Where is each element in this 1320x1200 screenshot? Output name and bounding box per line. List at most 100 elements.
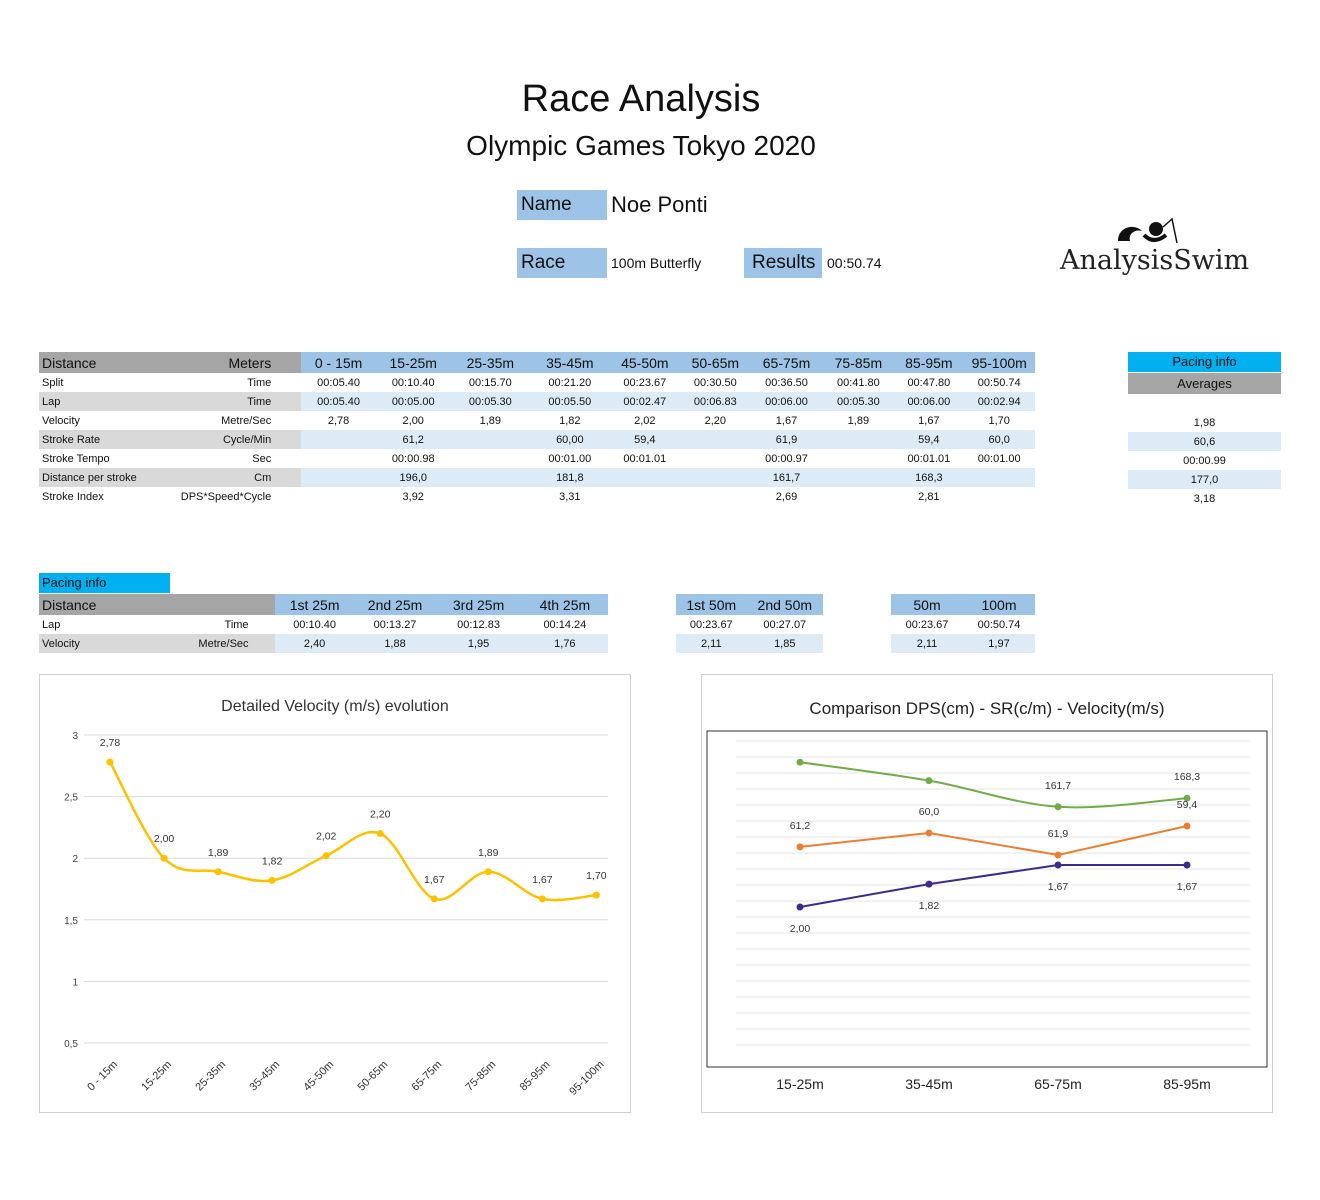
data-point: [1054, 803, 1062, 811]
data-point: [925, 880, 933, 888]
data-point: [376, 830, 384, 838]
pacing-cell: 00:27.07: [763, 618, 807, 631]
pacing-column-header: 1st 25m: [274, 594, 355, 615]
table-cell: 1,82: [559, 414, 581, 427]
table-cell: 00:00.97: [765, 452, 808, 465]
pacing-header-row: Distance 1st 25m 2nd 25m 3rd 25m 4th 25m: [39, 594, 608, 615]
table-cell: 00:06.00: [750, 392, 823, 411]
data-point: [796, 903, 804, 911]
averages-row: 1,98: [1128, 413, 1281, 432]
name-label: Name: [517, 190, 607, 220]
pacing-cell: 1,88: [354, 634, 436, 653]
table-cell: 59,4: [894, 430, 964, 449]
table-cell: [680, 430, 751, 449]
pacing-column-header: Distance: [39, 594, 165, 615]
data-label: 61,9: [1048, 828, 1069, 840]
table-header-row: Distance Meters 0 - 15m 15-25m 25-35m 35-45m 4…: [39, 352, 1035, 373]
table-cell: 2,81: [918, 490, 940, 503]
x-tick-label: 95-100m: [567, 1059, 606, 1098]
pacing-cell: 00:12.83: [457, 618, 500, 631]
column-header: 75-85m: [822, 352, 895, 373]
table-cell: 1,70: [988, 414, 1010, 427]
data-point: [796, 758, 804, 766]
table-cell: [450, 468, 531, 487]
chart-title: Comparison DPS(cm) - SR(c/m) - Velocity(…: [809, 699, 1164, 718]
column-header: 85-95m: [894, 352, 964, 373]
table-cell: Lap: [39, 392, 165, 411]
data-point: [1183, 794, 1191, 802]
table-cell: [680, 449, 750, 468]
table-cell: 00:01.01: [623, 452, 667, 465]
data-label: 1,70: [586, 870, 607, 882]
table-cell: 00:01.00: [548, 452, 592, 465]
table-row: Velocity Metre/Sec 2,78 2,00 1,89 1,82 2,02 2,2…: [39, 411, 1035, 430]
table-cell: 1,67: [775, 414, 798, 427]
averages-cell: 177,0: [1128, 470, 1281, 489]
data-point: [106, 758, 114, 766]
column-header: 15-25m: [375, 352, 451, 373]
table-cell: 00:00.98: [391, 452, 435, 465]
column-header: 0 - 15m: [301, 352, 376, 373]
column-header: 35-45m: [530, 352, 610, 373]
data-point: [430, 895, 438, 903]
data-label: 1,82: [262, 855, 283, 867]
table-cell: 1,89: [847, 414, 870, 427]
table-cell: 59,4: [609, 430, 681, 449]
table-row: Stroke Tempo Sec 00:00.98 00:01.00 00:01.01 0…: [39, 449, 1035, 468]
data-label: 61,2: [790, 820, 811, 832]
pacing-title: Pacing info: [39, 573, 170, 593]
table-cell: 61,2: [375, 430, 451, 449]
table-cell: 1,67: [918, 414, 940, 427]
table-cell: 00:10.40: [391, 376, 435, 389]
table-cell: [963, 487, 1035, 506]
pacing-column-header: 3rd 25m: [435, 594, 522, 615]
pacing-cell: 00:50.74: [977, 618, 1021, 631]
x-tick-label: 0 - 15m: [85, 1059, 120, 1094]
table-cell: 2,02: [634, 414, 656, 427]
y-tick-label: 2: [72, 854, 78, 865]
data-label: 2,00: [790, 923, 811, 935]
averages-pacing-title: Pacing info: [1128, 352, 1281, 372]
race-label: Race: [517, 248, 607, 278]
data-label: 2,78: [100, 737, 121, 749]
pacing-row: 00:23.67 00:50.74: [891, 615, 1035, 634]
table-cell: 161,7: [750, 468, 823, 487]
pacing-cell: 1,76: [521, 634, 608, 653]
table-cell: 168,3: [894, 468, 964, 487]
column-header: 50-65m: [680, 352, 751, 373]
page-subtitle: Olympic Games Tokyo 2020: [466, 130, 816, 161]
averages-cell: 3,18: [1193, 492, 1216, 505]
pacing-cell: 2,40: [274, 634, 355, 653]
x-tick-label: 75-85m: [464, 1059, 499, 1094]
table-cell: 00:36.50: [765, 376, 808, 389]
data-label: 1,89: [478, 847, 499, 859]
data-label: 161,7: [1045, 780, 1071, 792]
table-cell: [822, 487, 894, 506]
y-tick-label: 1,5: [64, 916, 78, 927]
pacing-row: Velocity Metre/Sec 2,40 1,88 1,95 1,76: [39, 634, 608, 653]
data-point: [1183, 822, 1191, 830]
table-row: Distance per stroke Cm 196,0 181,8 161,7 168,…: [39, 468, 1035, 487]
swimmer-icon: [1118, 217, 1178, 244]
column-header: Meters: [164, 352, 302, 373]
table-cell: Distance per stroke: [39, 468, 165, 487]
table-cell: 00:05.40: [317, 376, 360, 389]
pacing-cell: Lap: [42, 618, 61, 631]
table-cell: Time: [164, 392, 302, 411]
table-cell: 1,89: [479, 414, 502, 427]
velocity-series-line: [108, 761, 597, 902]
data-point: [1183, 861, 1191, 869]
table-cell: 00:05.40: [301, 392, 376, 411]
table-cell: 3,31: [559, 490, 581, 503]
pacing-cell: 1,97: [963, 634, 1035, 653]
averages-row: 00:00.99: [1128, 451, 1281, 470]
averages-cell: [1128, 394, 1281, 413]
table-row: Stroke Rate Cycle/Min 61,2 60,00 59,4 61,9 59,…: [39, 430, 1035, 449]
table-cell: Velocity: [42, 414, 80, 427]
averages-subtitle: Averages: [1128, 373, 1281, 394]
table-cell: 00:02.94: [963, 392, 1035, 411]
race-value: 100m Butterfly: [611, 255, 702, 271]
data-label: 1,67: [532, 874, 553, 886]
plot-frame: [706, 730, 1268, 1068]
y-tick-label: 2,5: [64, 793, 78, 804]
